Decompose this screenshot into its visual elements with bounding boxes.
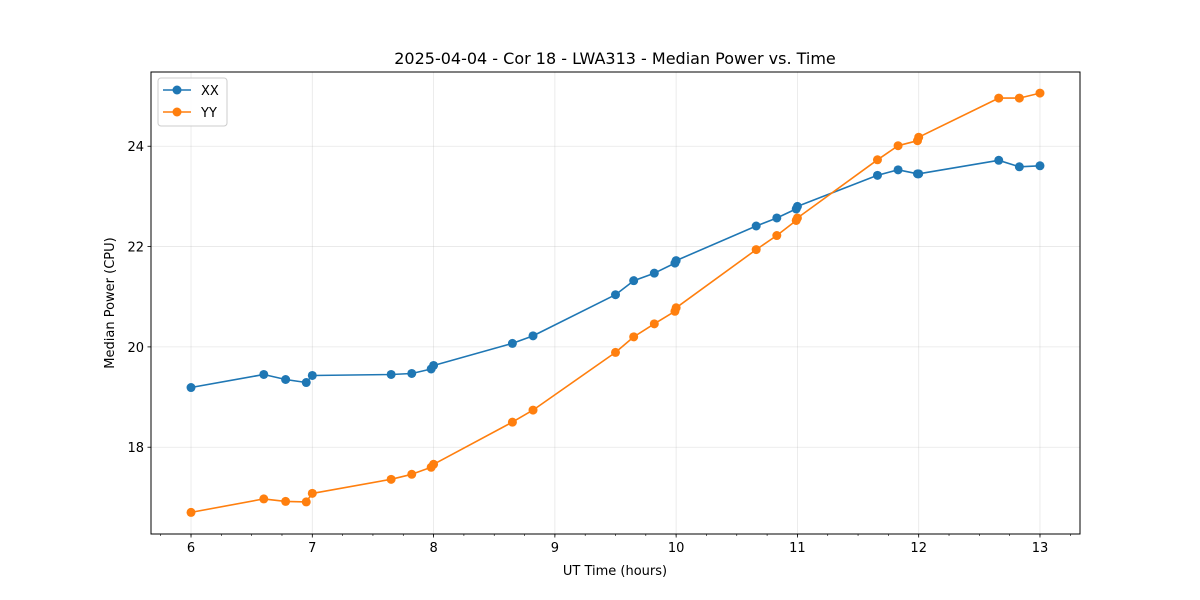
series-xx-point <box>872 170 882 180</box>
series-yy-point <box>429 459 439 469</box>
grid-lines <box>151 72 1080 534</box>
series-xx-point <box>914 169 924 179</box>
series-xx-point <box>407 368 417 378</box>
series-layer <box>186 88 1045 517</box>
series-yy-point <box>772 231 782 241</box>
legend-yy-marker <box>172 107 182 117</box>
series-yy-point <box>629 332 639 342</box>
series-xx-point <box>429 360 439 370</box>
series-yy-point <box>671 303 681 313</box>
series-yy-point <box>649 319 659 329</box>
series-xx-point <box>649 268 659 278</box>
series-yy-point <box>1035 88 1045 98</box>
chart-title: 2025-04-04 - Cor 18 - LWA313 - Median Po… <box>394 49 836 68</box>
series-yy-point <box>611 347 620 357</box>
legend-yy-label: YY <box>200 106 217 121</box>
y-axis-label: Median Power (CPU) <box>103 237 118 368</box>
series-yy-point <box>307 488 317 498</box>
series-xx-point <box>259 369 269 379</box>
series-yy-point <box>792 213 802 223</box>
series-xx-point <box>629 276 639 286</box>
series-yy-point <box>528 405 538 415</box>
y-tick-label: 24 <box>127 140 144 155</box>
series-xx-point <box>386 369 396 379</box>
series-xx-point <box>186 383 196 393</box>
series-yy-point <box>751 245 761 255</box>
x-tick-label: 12 <box>910 541 927 556</box>
legend-xx-marker <box>172 85 182 95</box>
y-tick-label: 20 <box>127 341 144 356</box>
legend: XX YY <box>157 77 228 127</box>
series-yy-point <box>1014 93 1024 103</box>
series-yy-point <box>186 507 196 517</box>
legend-xx-label: XX <box>201 84 219 99</box>
x-tick-label: 7 <box>308 541 316 556</box>
series-xx-point <box>671 256 681 266</box>
series-yy-point <box>994 93 1004 103</box>
series-xx-point <box>751 221 761 231</box>
y-tick-label: 18 <box>127 441 144 456</box>
series-yy-point <box>386 474 396 484</box>
series-xx-point <box>994 155 1004 165</box>
series-xx-point <box>893 165 903 175</box>
series-xx-point <box>281 374 291 384</box>
x-tick-label: 13 <box>1032 541 1049 556</box>
series-xx-point <box>772 213 782 223</box>
series-yy-point <box>281 496 291 506</box>
x-tick-label: 9 <box>551 541 559 556</box>
x-axis-label: UT Time (hours) <box>563 564 667 579</box>
series-yy-point <box>507 417 517 427</box>
series-yy-point <box>914 132 924 142</box>
series-xx-point <box>507 338 517 348</box>
x-tick-label: 6 <box>187 541 195 556</box>
series-xx-point <box>792 201 802 211</box>
series-xx-point <box>611 290 620 300</box>
y-tick-label: 22 <box>127 241 144 256</box>
series-yy-point <box>259 494 269 504</box>
x-tick-label: 11 <box>789 541 806 556</box>
series-xx-point <box>1014 162 1024 172</box>
x-tick-label: 10 <box>668 541 685 556</box>
series-yy-point <box>893 141 903 151</box>
series-xx-point <box>528 331 538 341</box>
plot-area-frame <box>150 71 1081 535</box>
x-tick-label: 8 <box>429 541 437 556</box>
series-yy-point <box>301 497 311 507</box>
series-xx-point <box>307 370 317 380</box>
series-yy-line <box>190 92 1041 514</box>
series-yy-point <box>872 155 882 165</box>
series-xx-point <box>1035 161 1045 171</box>
axes-ticks: 6 7 8 9 10 11 12 13 18 20 22 24 <box>127 140 1071 556</box>
series-xx-point <box>301 378 311 388</box>
series-yy-point <box>407 469 417 479</box>
